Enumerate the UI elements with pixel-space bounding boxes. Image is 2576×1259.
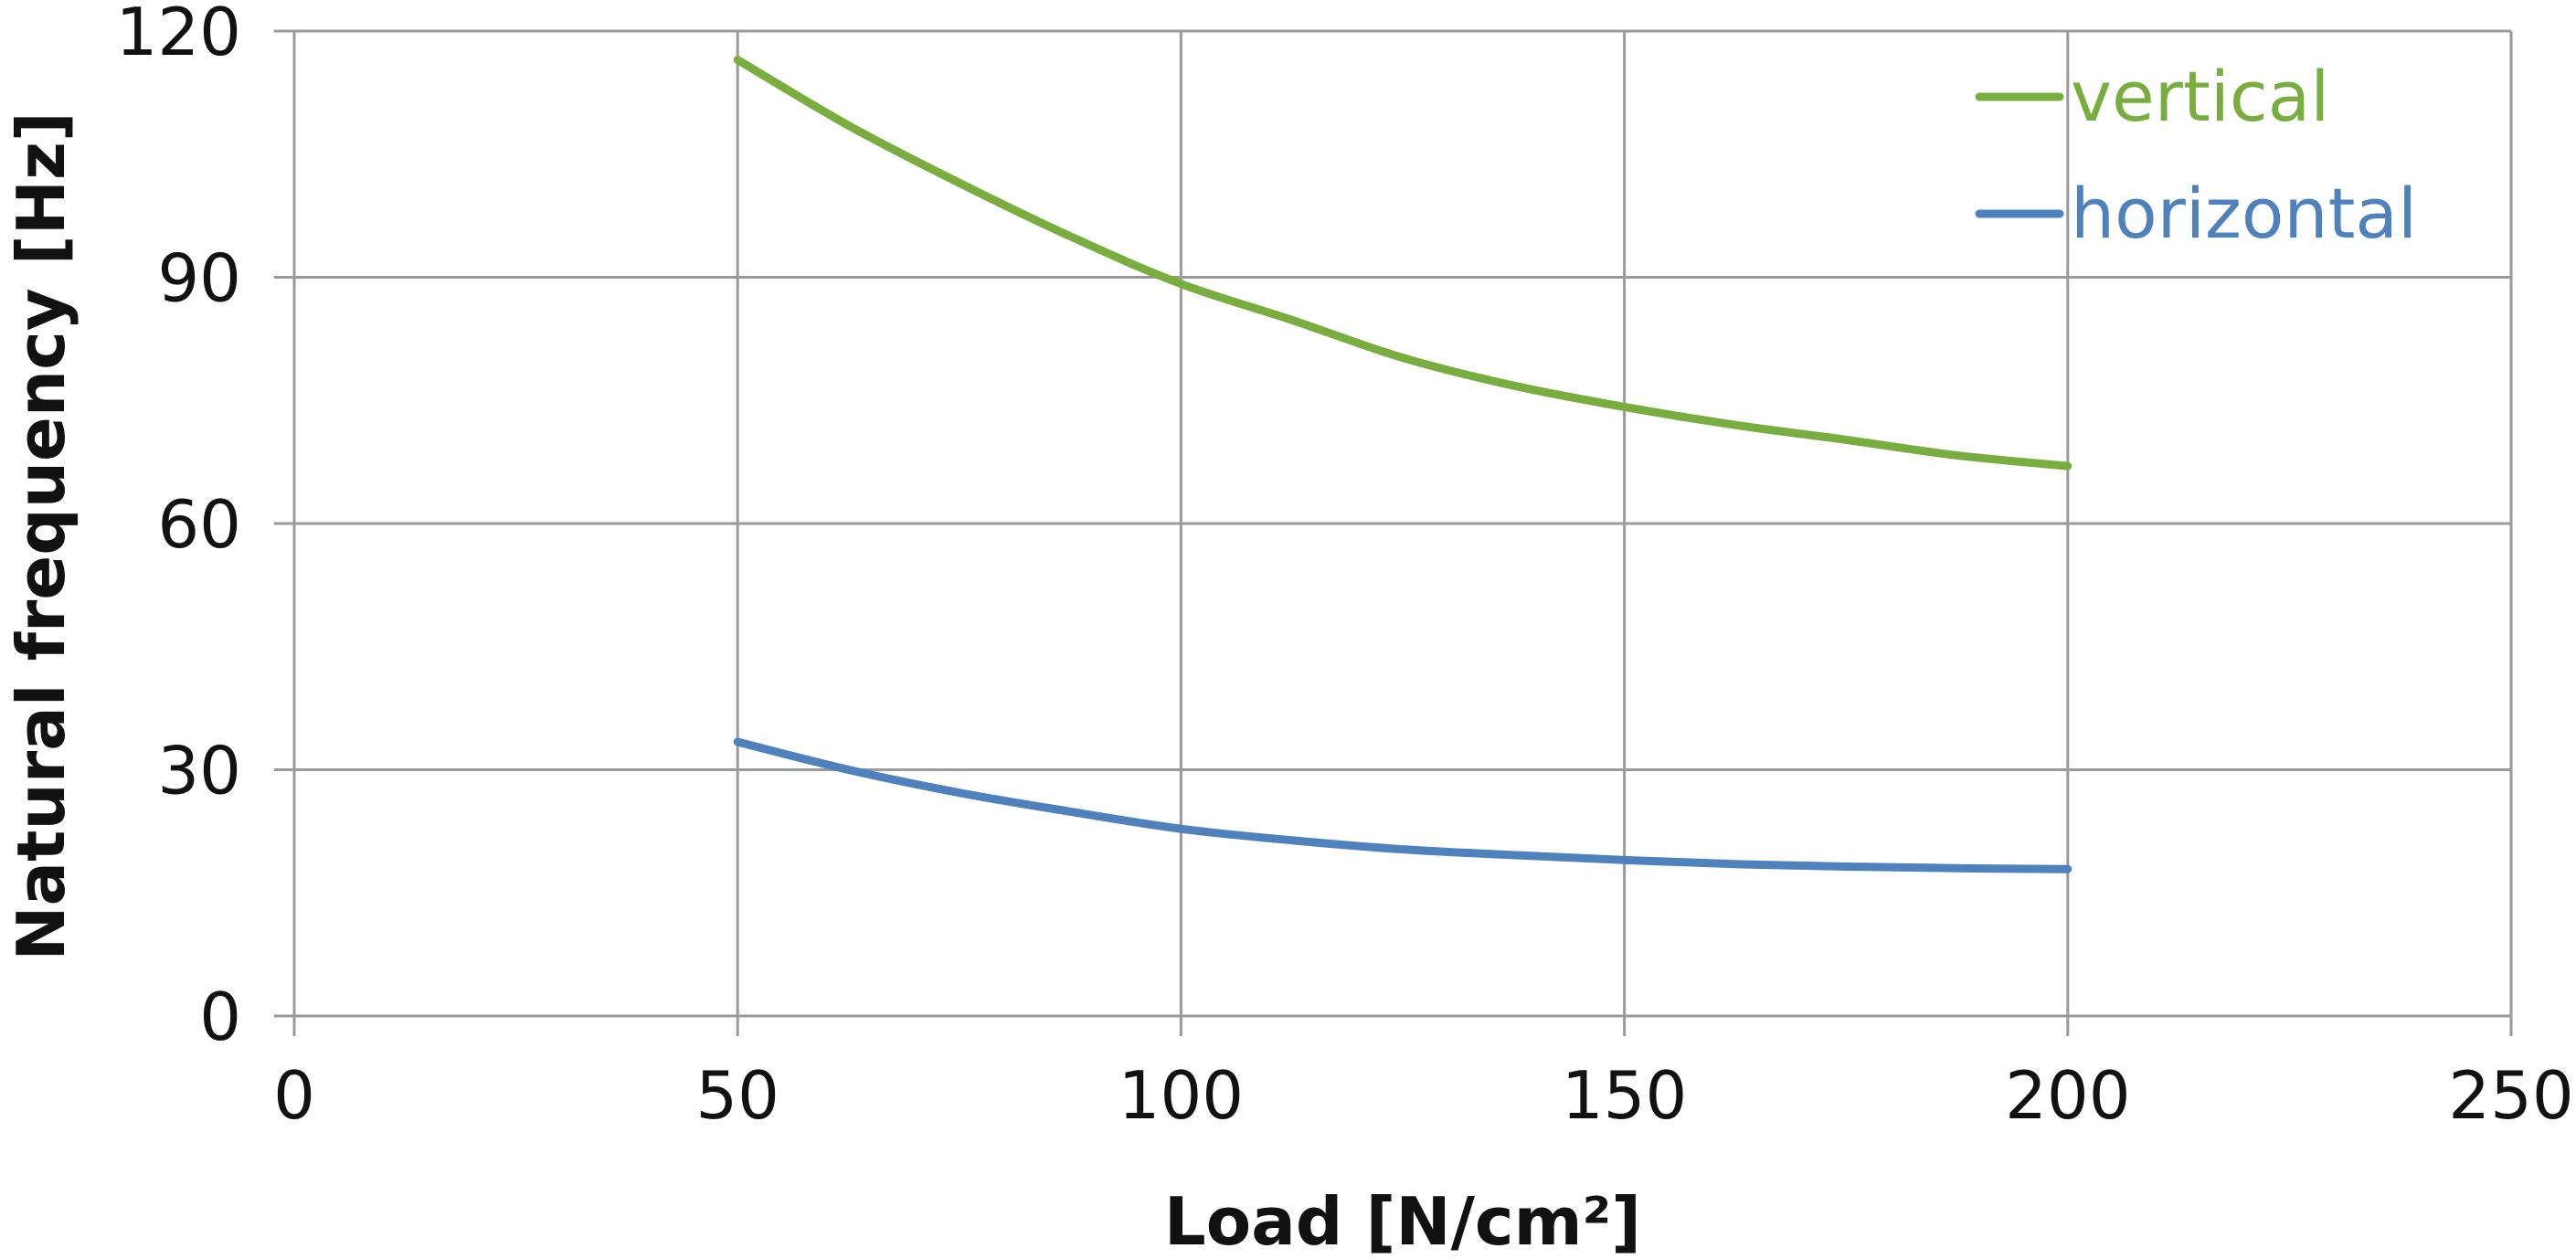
legend-label-vertical: vertical [2071,56,2329,137]
x-axis-title: Load [N/cm²] [1164,1183,1641,1259]
legend-label-horizontal: horizontal [2071,173,2417,254]
legend: vertical horizontal [1975,56,2417,254]
axes [274,29,2513,1036]
y-tick-label: 30 [157,733,241,809]
tick-labels: 0 50 100 150 200 250 0 30 60 90 120 [116,0,2574,1134]
x-tick-label: 0 [273,1057,315,1134]
series-lines [733,55,2072,873]
y-tick-label: 60 [157,486,241,563]
y-tick-label: 0 [199,979,241,1055]
x-tick-label: 100 [1118,1057,1244,1134]
x-tick-label: 150 [1562,1057,1687,1134]
series-line-vertical [733,55,2072,471]
grid [294,29,2513,1016]
x-tick-label: 200 [2005,1057,2130,1134]
y-tick-label: 120 [116,0,241,70]
y-tick-label: 90 [157,240,241,317]
y-axis-title: Natural frequency [Hz] [3,111,80,961]
series-line-horizontal [733,737,2072,873]
x-tick-label: 250 [2448,1057,2573,1134]
x-tick-label: 50 [695,1057,779,1134]
